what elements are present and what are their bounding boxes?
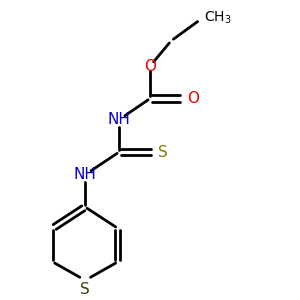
Text: NH: NH — [74, 167, 97, 182]
Text: S: S — [80, 282, 90, 297]
Text: NH: NH — [108, 112, 130, 127]
Text: S: S — [158, 145, 168, 160]
Text: O: O — [188, 91, 200, 106]
Text: CH$_3$: CH$_3$ — [203, 10, 231, 26]
Text: O: O — [144, 59, 156, 74]
